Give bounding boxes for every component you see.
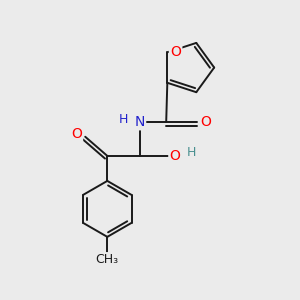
Text: O: O [200, 115, 211, 129]
Text: O: O [71, 127, 82, 141]
Text: O: O [169, 149, 181, 163]
Text: H: H [119, 113, 128, 126]
Text: O: O [170, 45, 181, 59]
Text: CH₃: CH₃ [96, 253, 119, 266]
Text: N: N [134, 115, 145, 129]
Text: H: H [187, 146, 196, 159]
